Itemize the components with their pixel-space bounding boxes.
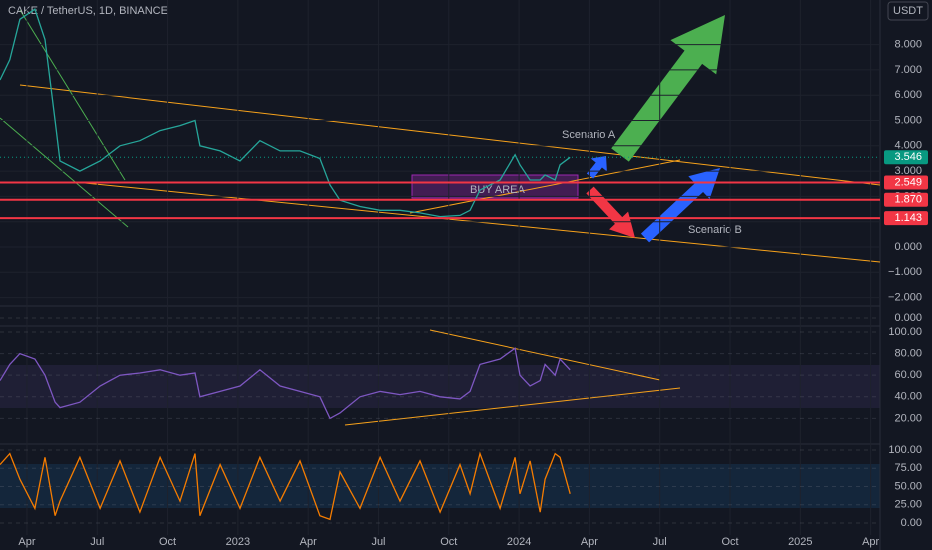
x-tick-label: Apr xyxy=(18,536,35,548)
x-tick-label: Jul xyxy=(653,536,667,548)
annotation: Scenario B xyxy=(688,224,742,236)
price-badge xyxy=(884,150,928,165)
annotation: BUY AREA xyxy=(470,184,525,196)
y-tick-label: 100.00 xyxy=(888,444,922,456)
price-badge-label: 3.546 xyxy=(894,151,922,163)
y-tick-label: 6.000 xyxy=(894,89,922,101)
arrow xyxy=(640,168,720,243)
price-badge-label: 2.549 xyxy=(894,176,922,188)
x-tick-label: 2024 xyxy=(507,536,531,548)
y-tick-label: 75.00 xyxy=(894,462,922,474)
rsi-band xyxy=(0,365,880,408)
price-badge xyxy=(884,192,928,207)
price-badge xyxy=(884,211,928,226)
y-tick-label: 20.00 xyxy=(894,412,922,424)
trend-line xyxy=(0,117,129,228)
y-tick-label: −2.000 xyxy=(888,292,922,304)
x-tick-label: Apr xyxy=(862,536,879,548)
x-tick-label: Oct xyxy=(721,536,738,548)
trend-line xyxy=(409,159,681,214)
rsi-trend-line xyxy=(344,387,681,426)
y-tick-label: 100.00 xyxy=(888,326,922,338)
y-tick-label: 7.000 xyxy=(894,64,922,76)
symbol-title: CAKE / TetherUS, 1D, BINANCE xyxy=(8,5,168,17)
x-tick-label: Apr xyxy=(581,536,598,548)
y-tick-label: 5.000 xyxy=(894,114,922,126)
y-tick-label: 8.000 xyxy=(894,39,922,51)
x-tick-label: Jul xyxy=(371,536,385,548)
y-tick-label: 40.00 xyxy=(894,391,922,403)
y-tick-label: 60.00 xyxy=(894,369,922,381)
y-tick-label: 3.000 xyxy=(894,165,922,177)
currency[interactable]: USDT xyxy=(893,5,923,17)
y-tick-label: 4.000 xyxy=(894,140,922,152)
currency-button[interactable] xyxy=(887,1,929,21)
series-line xyxy=(0,347,571,420)
y-tick-label: 50.00 xyxy=(894,480,922,492)
arrow xyxy=(586,156,607,179)
buy-area-box xyxy=(411,174,579,199)
y-tick-label: 25.00 xyxy=(894,499,922,511)
y-tick-label: 0.000 xyxy=(894,312,922,324)
arrow xyxy=(611,15,725,162)
price-badge-label: 1.870 xyxy=(894,194,922,206)
series-line xyxy=(0,451,571,521)
x-tick-label: Oct xyxy=(440,536,457,548)
price-badge xyxy=(884,175,928,190)
x-tick-label: 2025 xyxy=(788,536,812,548)
y-tick-label: 0.00 xyxy=(901,517,922,529)
price-badge-label: 1.143 xyxy=(894,212,922,224)
x-tick-label: 2023 xyxy=(226,536,250,548)
x-tick-label: Oct xyxy=(159,536,176,548)
series-line xyxy=(0,8,571,218)
x-tick-label: Jul xyxy=(90,536,104,548)
x-tick-label: Apr xyxy=(300,536,317,548)
stoch-band xyxy=(0,464,880,508)
rsi-trend-line xyxy=(429,329,661,381)
trend-line xyxy=(19,84,881,186)
y-tick-label: 80.00 xyxy=(894,347,922,359)
y-tick-label: 0.000 xyxy=(894,241,922,253)
y-tick-label: −1.000 xyxy=(888,266,922,278)
